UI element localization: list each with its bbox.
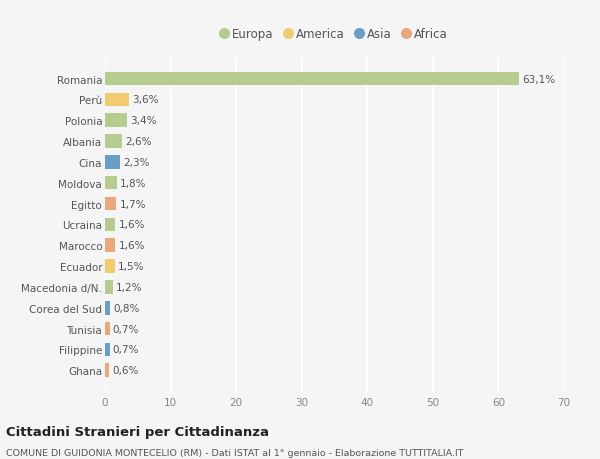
Bar	[105, 239, 115, 252]
Bar	[105, 197, 116, 211]
Text: 0,7%: 0,7%	[113, 345, 139, 355]
Bar	[105, 343, 110, 357]
Bar	[105, 260, 115, 273]
Text: 63,1%: 63,1%	[522, 74, 555, 84]
Bar	[105, 93, 128, 107]
Bar	[105, 135, 122, 149]
Text: 1,7%: 1,7%	[119, 199, 146, 209]
Bar	[105, 322, 110, 336]
Text: 1,2%: 1,2%	[116, 282, 143, 292]
Text: Cittadini Stranieri per Cittadinanza: Cittadini Stranieri per Cittadinanza	[6, 425, 269, 438]
Bar	[105, 177, 117, 190]
Bar	[105, 280, 113, 294]
Bar	[105, 301, 110, 315]
Bar	[105, 364, 109, 377]
Text: 1,8%: 1,8%	[120, 179, 146, 188]
Text: 1,5%: 1,5%	[118, 262, 145, 271]
Text: 1,6%: 1,6%	[119, 241, 145, 251]
Text: 2,6%: 2,6%	[125, 137, 152, 147]
Bar	[105, 73, 519, 86]
Bar	[105, 114, 127, 128]
Text: 0,7%: 0,7%	[113, 324, 139, 334]
Bar	[105, 156, 120, 169]
Bar	[105, 218, 115, 232]
Text: 1,6%: 1,6%	[119, 220, 145, 230]
Text: 3,6%: 3,6%	[132, 95, 158, 105]
Text: 3,4%: 3,4%	[131, 116, 157, 126]
Text: 0,6%: 0,6%	[112, 365, 139, 375]
Text: COMUNE DI GUIDONIA MONTECELIO (RM) - Dati ISTAT al 1° gennaio - Elaborazione TUT: COMUNE DI GUIDONIA MONTECELIO (RM) - Dat…	[6, 448, 464, 457]
Text: 2,3%: 2,3%	[124, 157, 150, 168]
Legend: Europa, America, Asia, Africa: Europa, America, Asia, Africa	[217, 23, 452, 45]
Text: 0,8%: 0,8%	[113, 303, 140, 313]
